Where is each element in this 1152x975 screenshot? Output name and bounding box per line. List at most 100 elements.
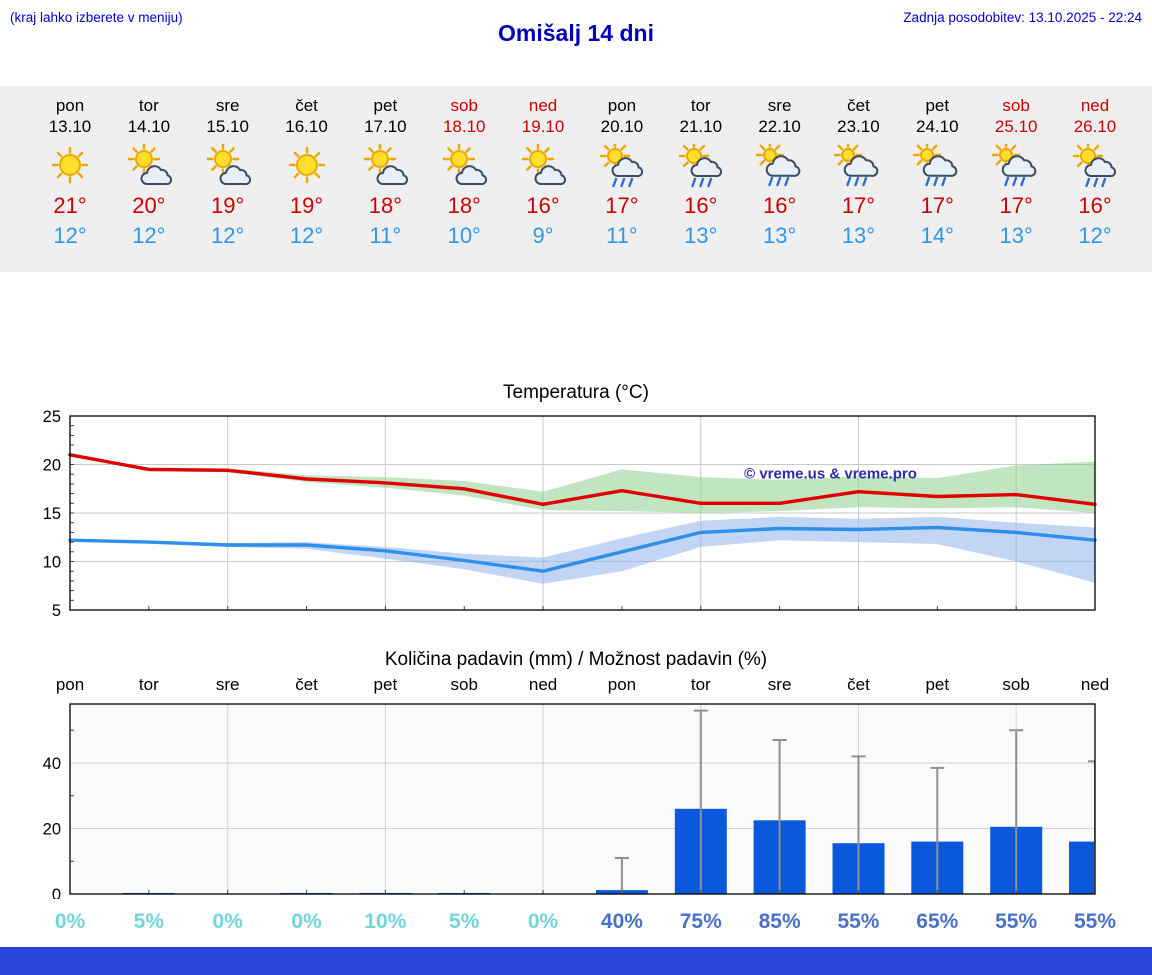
cloud-rain-icon xyxy=(755,143,800,186)
forecast-day: sre 22.10 16° 13° xyxy=(738,95,822,249)
day-name: sob xyxy=(450,96,478,115)
temp-min: 11° xyxy=(606,222,638,248)
day-label: pet xyxy=(925,675,950,694)
temp-max: 16° xyxy=(762,192,797,218)
day-label: ned xyxy=(528,675,558,694)
day-icon-wrap xyxy=(440,143,488,188)
forecast-day: čet 16.10 19° 12° xyxy=(265,95,349,249)
temp-min: 10° xyxy=(447,222,481,248)
temp-max: 17° xyxy=(605,192,639,218)
day-date: 20.10 xyxy=(600,117,644,137)
day-name: sre xyxy=(767,96,792,115)
sun-cloud-icon xyxy=(442,143,488,185)
day-name: pon xyxy=(55,96,85,115)
day-name: tor xyxy=(690,96,711,115)
sun-cloud-rain-icon xyxy=(599,143,643,187)
day-label: sre xyxy=(215,675,240,694)
day-date: 15.10 xyxy=(206,117,249,137)
cloud-rain-icon xyxy=(834,143,879,186)
location-menu-hint: (kraj lahko izberete v meniju) xyxy=(10,10,183,25)
svg-text:0: 0 xyxy=(52,886,61,899)
precip-probability: 85% xyxy=(758,910,801,933)
sun-cloud-icon xyxy=(127,143,172,185)
day-name: ned xyxy=(528,96,558,115)
page-title: Omišalj 14 dni xyxy=(498,20,654,46)
precip-probability: 55% xyxy=(1073,910,1117,933)
precipitation-chart-section: Količina padavin (mm) / Možnost padavin … xyxy=(0,649,1152,940)
day-icon-wrap xyxy=(204,143,252,188)
precip-probability: 75% xyxy=(679,910,722,933)
precip-probability: 55% xyxy=(995,910,1038,933)
day-date: 21.10 xyxy=(679,117,723,137)
day-date: 24.10 xyxy=(916,117,959,137)
temp-max: 16° xyxy=(684,192,718,218)
forecast-day: tor 14.10 20° 12° xyxy=(107,95,191,249)
temp-min: 13° xyxy=(999,222,1033,248)
day-icon-wrap xyxy=(677,143,725,188)
day-icon-wrap xyxy=(834,143,882,188)
temp-min: 12° xyxy=(1078,222,1112,248)
forecast-day: pet 17.10 18° 11° xyxy=(343,95,427,249)
precip-probability: 0% xyxy=(291,910,322,933)
temp-min: 14° xyxy=(920,222,954,248)
day-label: sre xyxy=(767,675,792,694)
header: (kraj lahko izberete v meniju) Omišalj 1… xyxy=(0,0,1152,62)
temp-min: 12° xyxy=(289,222,324,248)
forecast-day: tor 21.10 16° 13° xyxy=(659,95,743,249)
day-date: 23.10 xyxy=(837,117,880,137)
forecast-day: pet 24.10 17° 14° xyxy=(895,95,979,249)
day-label: ned xyxy=(1080,675,1110,694)
sun-icon xyxy=(51,146,89,183)
day-date: 25.10 xyxy=(994,117,1038,137)
temp-max: 21° xyxy=(53,192,87,218)
day-label: čet xyxy=(295,675,318,694)
day-icon-wrap xyxy=(598,143,646,188)
temp-max: 16° xyxy=(1078,192,1112,218)
forecast-day: ned 19.10 16° 9° xyxy=(501,95,585,249)
temp-min: 12° xyxy=(132,222,166,248)
day-date: 16.10 xyxy=(285,117,328,137)
temp-min: 13° xyxy=(762,222,797,248)
precip-probability: 55% xyxy=(837,910,880,933)
day-label: tor xyxy=(690,675,711,694)
day-name: pet xyxy=(373,96,398,115)
day-name: ned xyxy=(1080,96,1110,115)
sun-cloud-rain-icon xyxy=(678,143,722,187)
day-date: 14.10 xyxy=(127,117,171,137)
sun-cloud-icon xyxy=(521,143,567,185)
forecast-day: ned 26.10 16° 12° xyxy=(1053,95,1137,249)
temp-max: 17° xyxy=(841,192,876,218)
precip-probability: 40% xyxy=(600,910,643,933)
temperature-chart-title: Temperatura (°C) xyxy=(503,382,649,403)
forecast-day: čet 23.10 17° 13° xyxy=(816,95,900,249)
forecast-day: sob 18.10 18° 10° xyxy=(422,95,506,249)
temp-min: 12° xyxy=(53,222,87,248)
precip-probability: 5% xyxy=(449,910,480,933)
forecast-day: pon 13.10 21° 12° xyxy=(28,95,112,249)
day-date: 22.10 xyxy=(758,117,801,137)
temperature-chart: © vreme.us & vreme.pro 5 10 15 20 25 xyxy=(43,408,1097,620)
day-name: čet xyxy=(847,96,870,115)
svg-text:5: 5 xyxy=(52,602,61,620)
forecast-strip: pon 13.10 21° 12° tor 14.10 20° 12° sre 15.10 19° 1… xyxy=(0,86,1152,272)
temp-max: 19° xyxy=(289,192,324,218)
cloud-rain-icon xyxy=(992,143,1037,186)
forecast-day: sob 25.10 17° 13° xyxy=(974,95,1058,249)
svg-text:40: 40 xyxy=(43,755,61,773)
precip-probability: 0% xyxy=(54,910,86,933)
day-name: sob xyxy=(1002,96,1030,115)
precip-probabilities: 0% 5% 0% 0% 10% 5% 0% 40% 75% 85% 55% 65% 55% 55% xyxy=(0,910,1152,940)
precip-probability: 5% xyxy=(133,910,165,933)
last-updated: Zadnja posodobitev: 13.10.2025 - 22:24 xyxy=(903,10,1142,25)
temp-max: 19° xyxy=(211,192,245,218)
temp-min: 13° xyxy=(684,222,718,248)
temp-max: 20° xyxy=(132,192,166,218)
sun-cloud-rain-icon xyxy=(1072,143,1117,187)
day-date: 26.10 xyxy=(1073,117,1117,137)
day-icon-wrap xyxy=(46,144,94,188)
day-label: sob xyxy=(450,675,478,694)
day-date: 18.10 xyxy=(442,117,486,137)
day-icon-wrap xyxy=(283,144,331,188)
svg-text:15: 15 xyxy=(43,505,61,523)
temp-min: 13° xyxy=(841,222,876,248)
